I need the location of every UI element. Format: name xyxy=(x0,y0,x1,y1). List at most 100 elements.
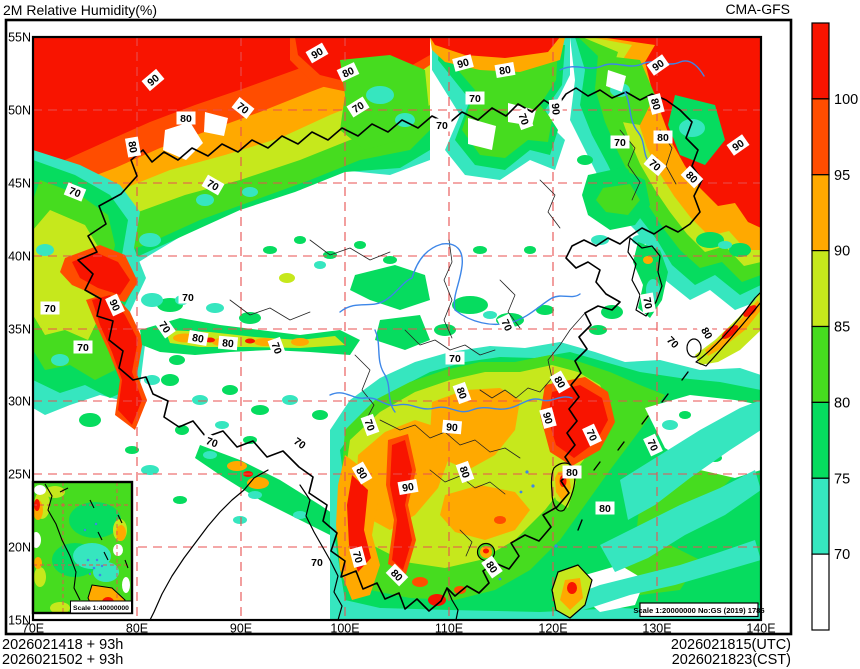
contour-label: 70 xyxy=(346,96,370,118)
colorbar-segment xyxy=(811,174,830,252)
lon-label: 80E xyxy=(126,622,148,636)
svg-text:70: 70 xyxy=(67,185,82,201)
inset-scale-label: Scale 1:40000000 xyxy=(73,605,129,612)
init-time-utc: 2026021418 + 93h xyxy=(2,637,124,653)
valid-time-cst: 2026021823(CST) xyxy=(671,652,791,668)
rivers xyxy=(329,60,705,413)
lon-label: 120E xyxy=(538,622,567,636)
humidity-field xyxy=(33,37,761,620)
contour-label: 70 xyxy=(643,153,667,177)
svg-text:70: 70 xyxy=(77,342,89,354)
colorbar-tick-label: 85 xyxy=(834,320,850,336)
contour-label: 70 xyxy=(40,301,60,315)
svg-text:90: 90 xyxy=(446,421,459,434)
contour-label: 90 xyxy=(539,407,557,429)
contour-label: 70 xyxy=(288,432,312,454)
contour-label: 70 xyxy=(610,135,630,149)
contour-label: 80 xyxy=(595,501,615,515)
colorbar-segment xyxy=(811,250,830,328)
svg-text:80: 80 xyxy=(180,113,192,125)
contour-label: 70 xyxy=(231,97,255,119)
contour-label: 70 xyxy=(360,413,380,437)
lat-label: 15N xyxy=(8,614,31,628)
outer-frame xyxy=(4,18,793,636)
svg-text:70: 70 xyxy=(311,557,323,569)
contour-label: 70 xyxy=(73,340,93,354)
lat-label: 40N xyxy=(8,250,31,264)
svg-text:80: 80 xyxy=(698,325,714,341)
contour-label: 90 xyxy=(105,293,125,317)
svg-text:70: 70 xyxy=(362,418,377,433)
svg-text:70: 70 xyxy=(583,428,599,444)
init-time-cst: 2026021502 + 93h xyxy=(2,652,124,668)
contour-label: 80 xyxy=(696,321,718,345)
model-name: CMA-GFS xyxy=(725,1,790,17)
svg-text:80: 80 xyxy=(457,465,472,480)
contour-label: 80 xyxy=(653,130,673,144)
svg-text:90: 90 xyxy=(401,481,415,495)
contour-label: 80 xyxy=(455,460,475,484)
svg-text:70: 70 xyxy=(640,296,654,310)
svg-text:70: 70 xyxy=(644,438,660,454)
map-frame xyxy=(31,35,763,622)
contour-label: 70 xyxy=(639,292,657,314)
colorbar-tick-label: 100 xyxy=(834,92,858,108)
valid-times: 2026021815(UTC) 2026021823(CST) xyxy=(671,638,791,668)
init-times: 2026021418 + 93h 2026021502 + 93h xyxy=(2,638,123,668)
scale-label: Scale 1:20000000 No:GS (2019) 1786 xyxy=(633,606,764,615)
japan-coast xyxy=(695,291,761,367)
contour-label: 70 xyxy=(582,423,602,447)
contour-label: 80 xyxy=(481,555,503,579)
colorbar-segment xyxy=(811,477,830,555)
svg-text:70: 70 xyxy=(350,99,366,115)
lat-label: 30N xyxy=(8,395,31,409)
vietnam-coast xyxy=(446,587,459,620)
lon-label: 130E xyxy=(642,622,671,636)
colorbar-tick-label: 80 xyxy=(834,395,850,411)
contour-label: 90 xyxy=(441,419,463,435)
contour-label: 70 xyxy=(178,290,198,304)
lon-label: 100E xyxy=(330,622,359,636)
svg-text:80: 80 xyxy=(498,64,512,78)
taiwan-coast xyxy=(550,462,576,512)
contour-label: 90 xyxy=(452,54,474,72)
lon-label: 70E xyxy=(22,622,44,636)
svg-text:70: 70 xyxy=(182,292,194,304)
page-title: 2M Relative Humidity(%) xyxy=(3,2,158,18)
lat-label: 50N xyxy=(8,104,31,118)
luzon-coast xyxy=(551,564,593,619)
svg-text:80: 80 xyxy=(191,332,205,346)
lat-label: 35N xyxy=(8,323,31,337)
contour-label: 80 xyxy=(680,165,704,189)
svg-text:70: 70 xyxy=(269,341,284,356)
coastlines xyxy=(149,237,761,620)
colorbar-tick-label: 95 xyxy=(834,168,850,184)
colorbar-segment xyxy=(811,22,830,100)
svg-text:80: 80 xyxy=(599,503,611,515)
contour-label: 70 xyxy=(661,330,685,354)
contour-label: 90 xyxy=(305,42,329,64)
colorbar-tick-label: 90 xyxy=(834,244,850,260)
yangtze-river xyxy=(329,392,573,413)
inset-coastlines xyxy=(44,483,129,601)
contour-label: 90 xyxy=(548,98,564,120)
contour-label: 90 xyxy=(726,134,750,156)
svg-text:80: 80 xyxy=(222,337,235,350)
lat-label: 25N xyxy=(8,468,31,482)
contour-label: 80 xyxy=(336,62,360,82)
contour-label: 80 xyxy=(124,136,142,158)
contour-label: 70 xyxy=(465,91,485,105)
svg-text:70: 70 xyxy=(614,137,626,149)
contour-label: 70 xyxy=(307,555,327,569)
svg-text:80: 80 xyxy=(551,374,567,390)
svg-text:90: 90 xyxy=(549,103,562,116)
svg-text:80: 80 xyxy=(125,140,139,154)
latitude-axis: 55N 50N 45N 40N 35N 30N 25N 20N 15N xyxy=(8,31,31,628)
contour-label: 90 xyxy=(397,478,419,496)
scale-box: Scale 1:20000000 No:GS (2019) 1786 xyxy=(633,602,765,618)
contour-label: 70 xyxy=(432,118,452,132)
colorbar-tick-label: 75 xyxy=(834,471,850,487)
ryukyu-islands xyxy=(577,371,689,531)
